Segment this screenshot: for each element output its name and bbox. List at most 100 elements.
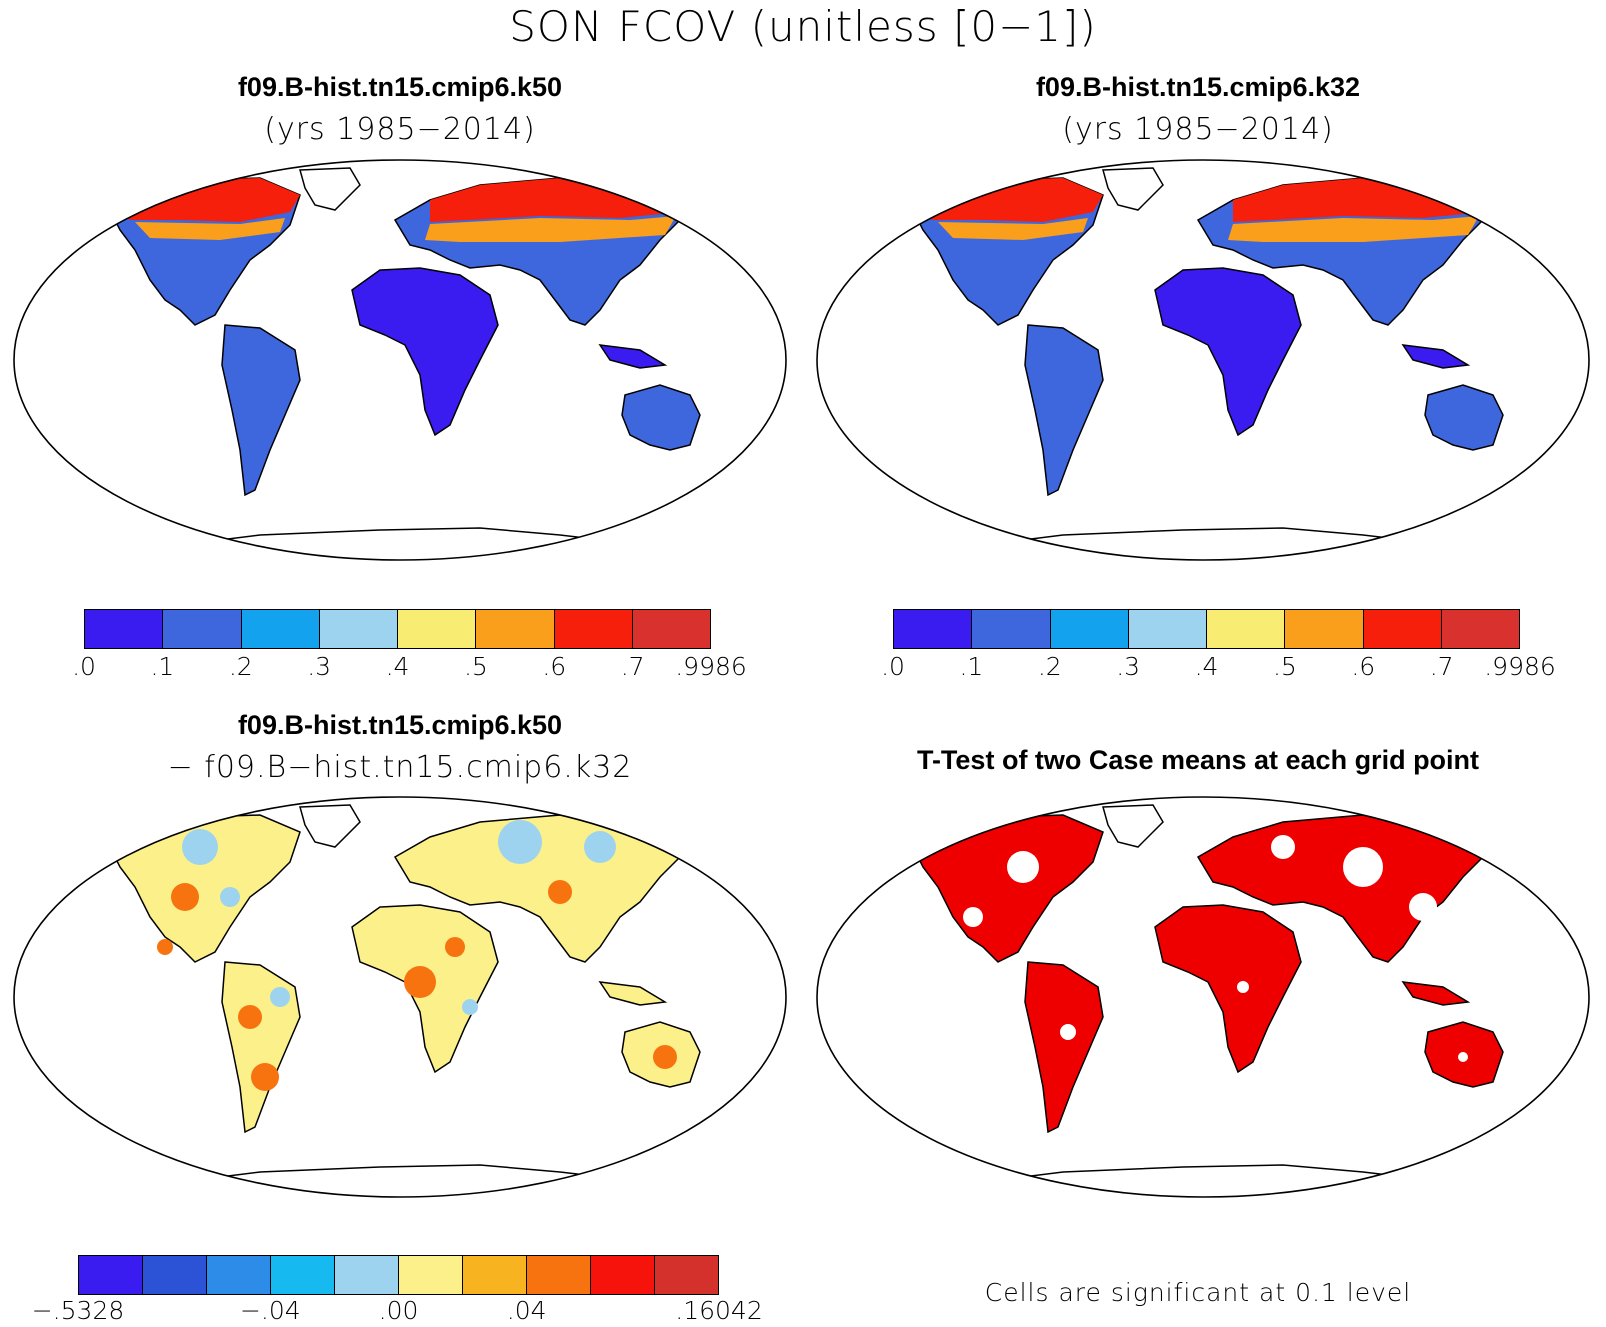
non-significant-area [963, 907, 983, 927]
colorbar-tick-label: .2 [228, 652, 253, 681]
non-significant-area [1060, 1024, 1076, 1040]
continent-indonesia [598, 981, 668, 1006]
colorbar-cell [1207, 610, 1286, 648]
panel-subtitle-top-left: (yrs 1985−2014) [264, 112, 536, 147]
continent-africa [1154, 267, 1302, 437]
colorbar-tick-label: .5 [1272, 652, 1297, 681]
colorbar-cell [476, 610, 555, 648]
non-significant-area [1409, 893, 1437, 921]
continent-africa [351, 267, 499, 437]
positive-anomaly [157, 939, 173, 955]
map-border [816, 796, 1590, 1198]
colorbar-ticks-top-left: .0 .1 .2 .3 .4 .5 .6 .7 .9986 [72, 652, 747, 684]
boreal-band-na [938, 218, 1088, 240]
colorbar-tick-label: .9986 [675, 652, 747, 681]
map-border [13, 796, 787, 1198]
colorbar-cell [398, 610, 477, 648]
colorbar-cell [894, 610, 973, 648]
significance-note: Cells are significant at 0.1 level [984, 1278, 1412, 1307]
colorbar-cell [554, 610, 633, 648]
map-border [13, 159, 787, 561]
colorbar-tick-label: .16042 [675, 1296, 763, 1325]
negative-anomaly [182, 829, 218, 865]
map-top-right [816, 159, 1590, 561]
high-fcov-band-na [110, 178, 300, 222]
colorbar-tick-label: .1 [150, 652, 175, 681]
colorbar-cell [1441, 610, 1519, 648]
colorbar-tick-label: .6 [1351, 652, 1376, 681]
negative-anomaly [462, 999, 478, 1015]
map-border [816, 159, 1590, 561]
continent-antarctica [982, 527, 1424, 560]
colorbar-tick-label: .1 [959, 652, 984, 681]
continent-northAmerica [912, 814, 1104, 963]
panel-title-bottom-right: T-Test of two Case means at each grid po… [916, 745, 1480, 775]
panel-subtitle-top-right: (yrs 1985−2014) [1062, 112, 1334, 147]
colorbar-tick-label: .00 [378, 1296, 419, 1325]
colorbar-tick-label: .4 [1194, 652, 1219, 681]
continent-greenland [299, 804, 361, 848]
panel-title-bottom-left: f09.B-hist.tn15.cmip6.k50 [237, 710, 563, 740]
continent-indonesia [1401, 344, 1471, 369]
non-significant-area [1458, 1052, 1468, 1062]
colorbar-cell [241, 610, 320, 648]
continent-africa [1154, 904, 1302, 1074]
colorbar-tick-label: .9986 [1484, 652, 1556, 681]
colorbar-cell [655, 1256, 718, 1294]
colorbar-top-left [84, 609, 711, 649]
colorbar-tick-label: .6 [542, 652, 567, 681]
map-top-left [13, 159, 787, 561]
non-significant-area [1271, 835, 1295, 859]
colorbar-cell [271, 1256, 335, 1294]
continent-australia [621, 384, 701, 451]
colorbar-cell [972, 610, 1051, 648]
positive-anomaly [171, 883, 199, 911]
colorbar-top-right [893, 609, 1520, 649]
colorbar-tick-label: −.5328 [31, 1296, 125, 1325]
positive-anomaly [548, 880, 572, 904]
colorbar-cell [527, 1256, 591, 1294]
continent-southAmerica [221, 324, 301, 497]
panel-title-top-right: f09.B-hist.tn15.cmip6.k32 [1035, 72, 1361, 102]
colorbar-tick-label: .5 [463, 652, 488, 681]
panel-subtitle-bottom-left: − f09.B−hist.tn15.cmip6.k32 [167, 750, 633, 785]
colorbar-cell [85, 610, 164, 648]
figure-title: SON FCOV (unitless [0−1]) [509, 2, 1097, 51]
colorbar-cell [1128, 610, 1207, 648]
continent-australia [1424, 384, 1504, 451]
continent-indonesia [1401, 981, 1471, 1006]
panel-title-top-left: f09.B-hist.tn15.cmip6.k50 [237, 72, 563, 102]
continent-greenland [1102, 804, 1164, 848]
colorbar-bottom-left [78, 1255, 719, 1295]
colorbar-tick-label: .3 [1116, 652, 1141, 681]
non-significant-area [1237, 981, 1249, 993]
positive-anomaly [251, 1063, 279, 1091]
colorbar-cell [319, 610, 398, 648]
colorbar-cell [1363, 610, 1442, 648]
non-significant-area [1343, 847, 1383, 887]
continent-southAmerica [1024, 961, 1104, 1134]
colorbar-cell [335, 1256, 399, 1294]
colorbar-cell [143, 1256, 207, 1294]
colorbar-tick-label: .7 [620, 652, 645, 681]
colorbar-cell [1050, 610, 1129, 648]
negative-anomaly [584, 831, 616, 863]
colorbar-cell [591, 1256, 655, 1294]
colorbar-tick-label: .04 [506, 1296, 547, 1325]
colorbar-cell [1285, 610, 1364, 648]
colorbar-cell [463, 1256, 527, 1294]
colorbar-tick-label: .0 [881, 652, 905, 681]
continent-antarctica [982, 1164, 1424, 1197]
continent-greenland [299, 167, 361, 211]
map-bottom-right [816, 796, 1590, 1198]
positive-anomaly [445, 937, 465, 957]
boreal-band-eurasia [425, 216, 676, 242]
colorbar-tick-label: −.04 [239, 1296, 301, 1325]
continent-greenland [1102, 167, 1164, 211]
boreal-band-na [135, 218, 285, 240]
boreal-band-eurasia [1228, 216, 1479, 242]
colorbar-ticks-bottom-left: −.5328 −.04 .00 .04 .16042 [32, 1296, 763, 1326]
continent-antarctica [179, 527, 621, 560]
negative-anomaly [270, 987, 290, 1007]
high-fcov-band-na [913, 178, 1103, 222]
